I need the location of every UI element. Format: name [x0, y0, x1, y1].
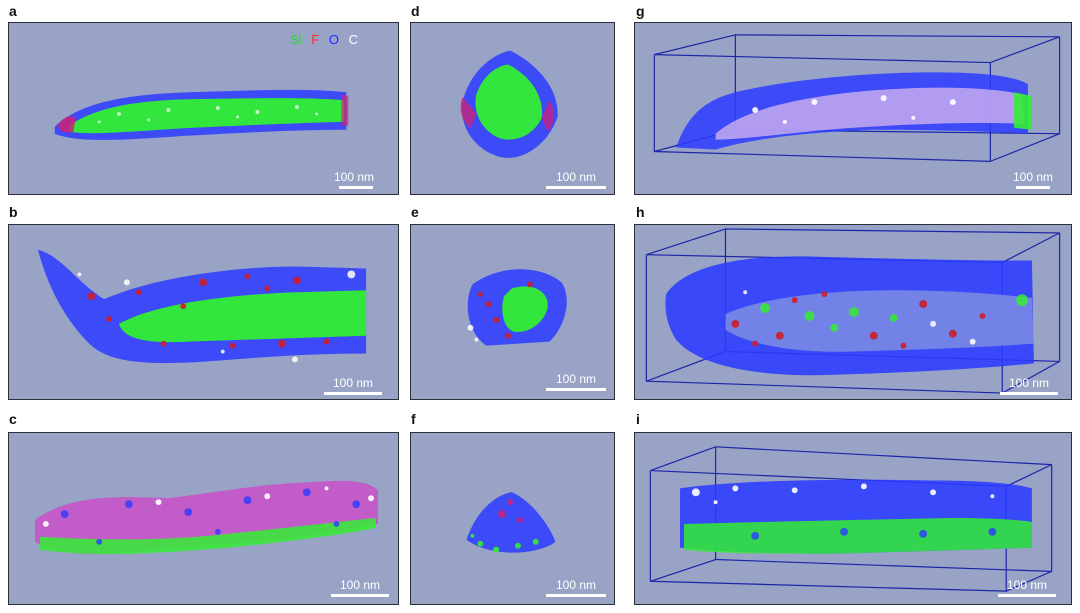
scale-bar-label: 100 nm — [1012, 170, 1054, 184]
panel-label-a: a — [9, 3, 17, 19]
legend-f: F — [311, 32, 320, 47]
scale-bar-label: 100 nm — [1008, 376, 1050, 390]
panel-d: 100 nm — [410, 22, 615, 195]
panel-e: 100 nm — [410, 224, 615, 400]
legend-c: C — [348, 32, 358, 47]
scale-bar-label: 100 nm — [1006, 578, 1048, 592]
scale-bar-line — [546, 186, 606, 189]
panel-label-g: g — [636, 3, 645, 19]
panel-label-e: e — [411, 204, 419, 220]
panel-label-h: h — [636, 204, 645, 220]
scale-bar-g: 100 nm — [1010, 171, 1056, 189]
legend-si: Si — [290, 32, 302, 47]
scale-bar-f: 100 nm — [546, 579, 606, 597]
panel-c-rendering — [34, 480, 378, 555]
scale-bar-label: 100 nm — [555, 170, 597, 184]
panel-f: 100 nm — [410, 432, 615, 605]
panel-g: 100 nm — [634, 22, 1072, 195]
scale-bar-line — [1000, 392, 1058, 395]
panel-a: Si F O C 100 nm — [8, 22, 399, 195]
scale-bar-line — [546, 388, 606, 391]
panel-c: 100 nm — [8, 432, 399, 605]
panel-b: 100 nm — [8, 224, 399, 400]
scale-bar-i: 100 nm — [998, 579, 1056, 597]
panel-label-f: f — [411, 411, 416, 427]
scale-bar-line — [339, 186, 373, 189]
scale-bar-label: 100 nm — [339, 578, 381, 592]
element-legend: Si F O C — [284, 33, 358, 46]
scale-bar-label: 100 nm — [333, 170, 375, 184]
scale-bar-line — [1016, 186, 1050, 189]
scale-bar-line — [998, 594, 1056, 597]
panel-label-c: c — [9, 411, 17, 427]
scale-bar-label: 100 nm — [555, 372, 597, 386]
scale-bar-d: 100 nm — [546, 171, 606, 189]
panel-h: 100 nm — [634, 224, 1072, 400]
legend-o: O — [328, 32, 339, 47]
scale-bar-h: 100 nm — [1000, 377, 1058, 395]
panel-a-rendering — [54, 89, 349, 140]
scale-bar-line — [324, 392, 382, 395]
panel-g-rendering — [653, 34, 1061, 162]
panel-h-rendering — [645, 228, 1061, 394]
scale-bar-label: 100 nm — [555, 578, 597, 592]
panel-label-d: d — [411, 3, 420, 19]
scale-bar-c: 100 nm — [331, 579, 389, 597]
panel-d-rendering — [460, 50, 558, 158]
panel-label-i: i — [636, 411, 640, 427]
panel-f-rendering — [466, 492, 556, 553]
scale-bar-label: 100 nm — [332, 376, 374, 390]
panel-i-rendering — [649, 446, 1053, 592]
scale-bar-b: 100 nm — [324, 377, 382, 395]
scale-bar-line — [546, 594, 606, 597]
panel-i: 100 nm — [634, 432, 1072, 605]
panel-b-rendering — [37, 249, 367, 364]
panel-label-b: b — [9, 204, 18, 220]
scale-bar-e: 100 nm — [546, 373, 606, 391]
panel-e-rendering — [467, 269, 567, 346]
scale-bar-a: 100 nm — [331, 171, 377, 189]
scale-bar-line — [331, 594, 389, 597]
